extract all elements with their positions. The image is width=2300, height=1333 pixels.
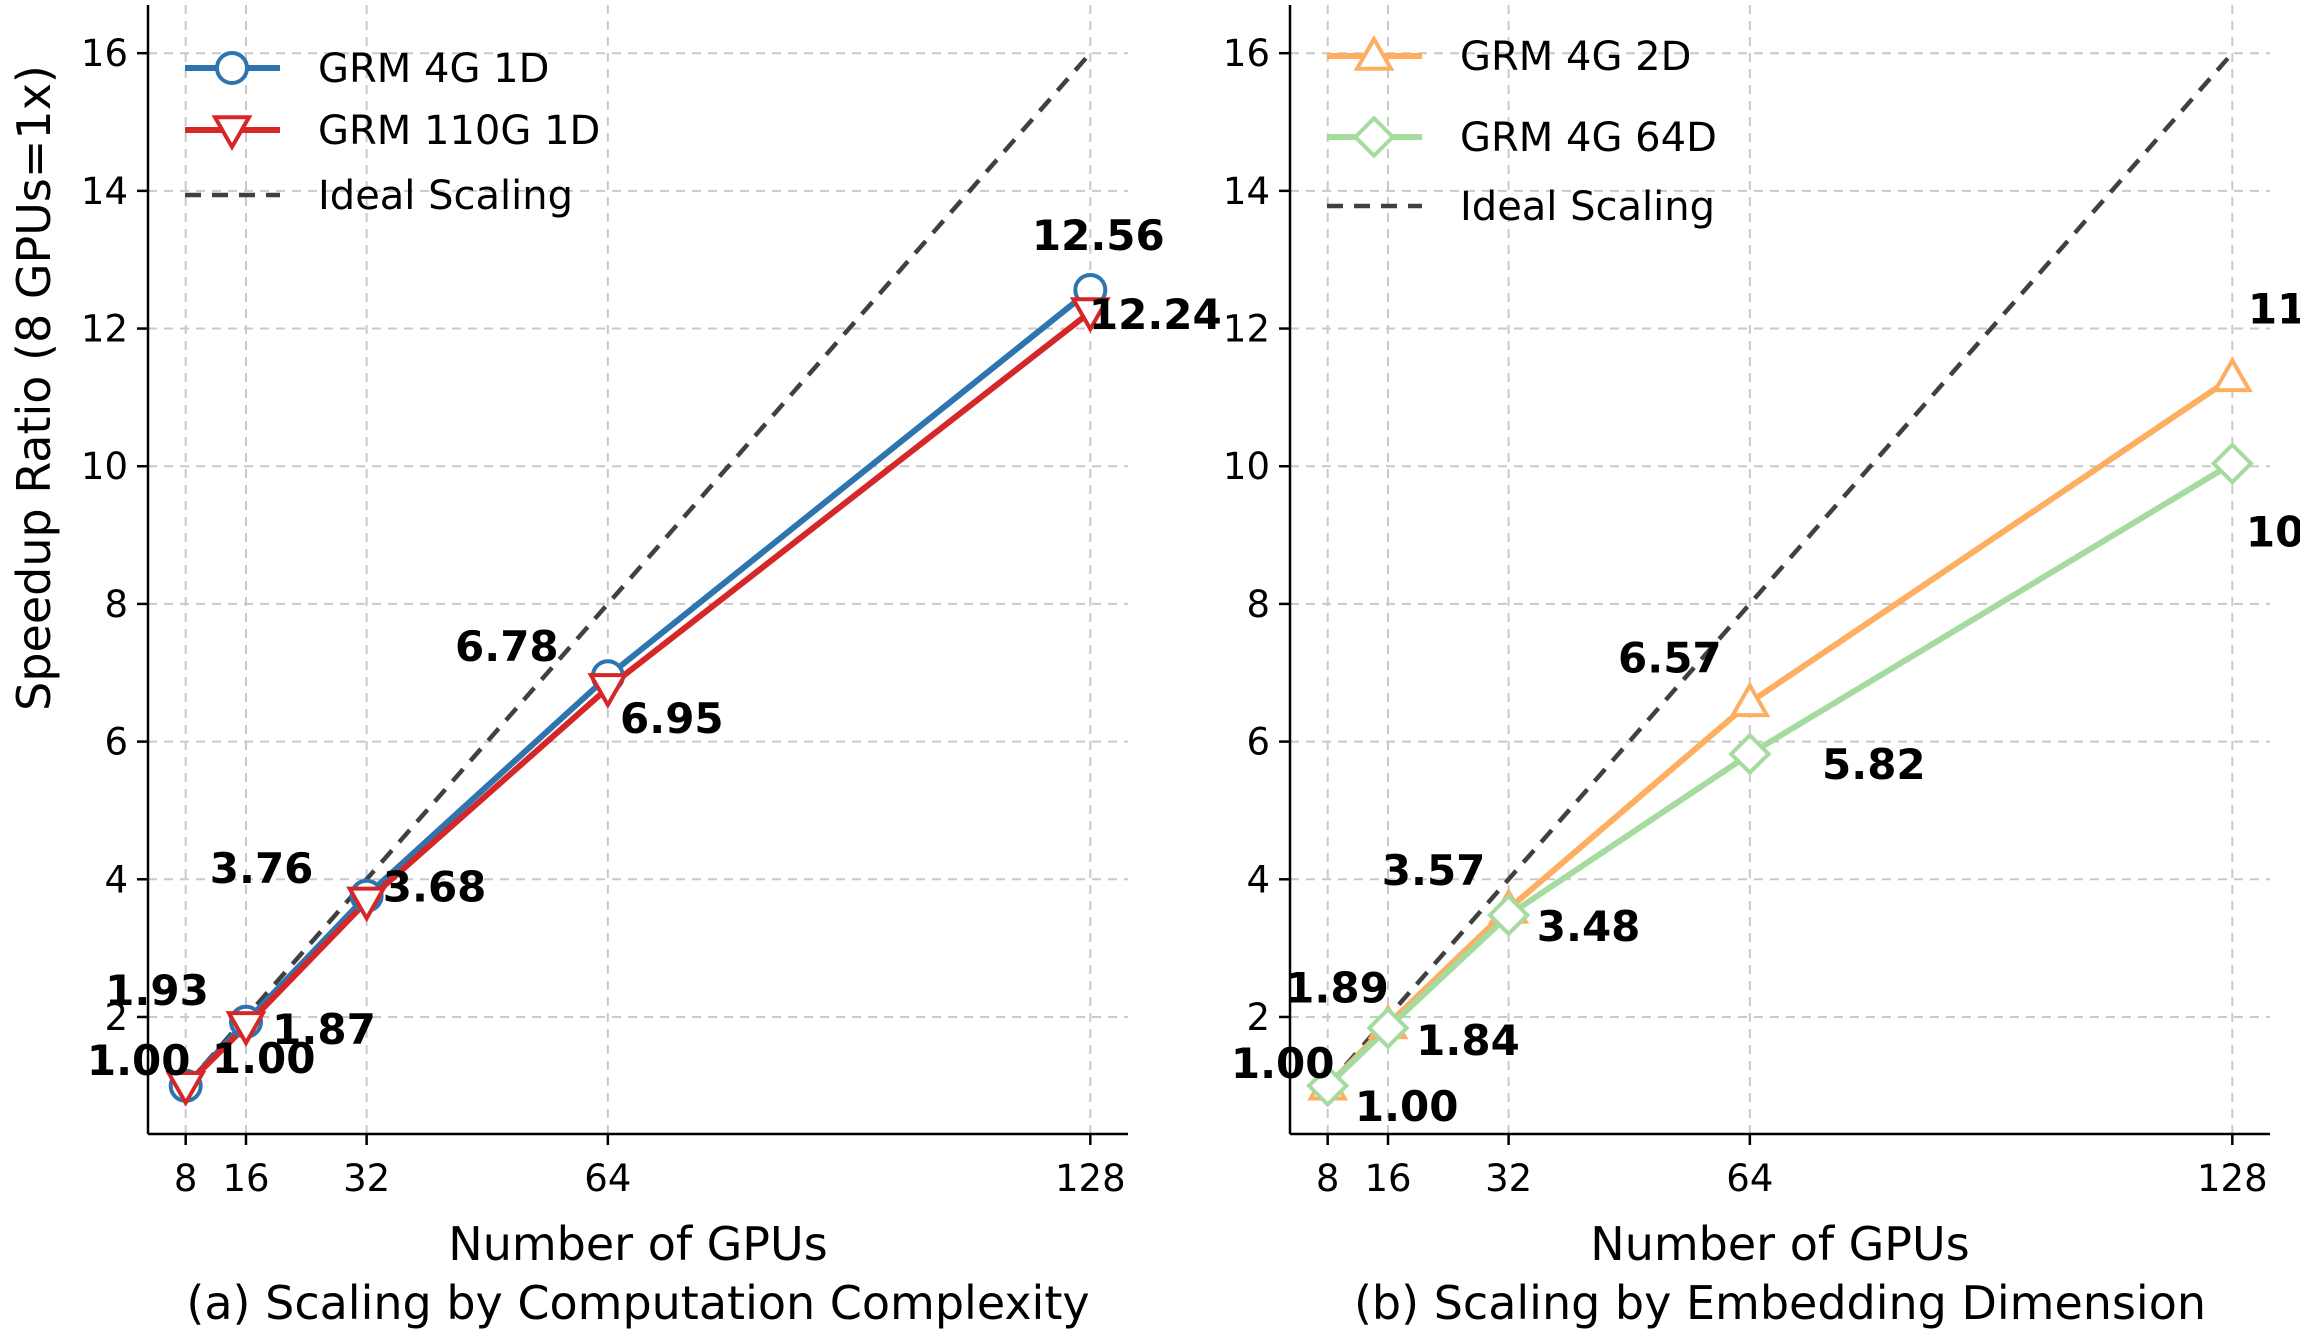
data-label: 1.84	[1416, 1016, 1520, 1065]
x-tick-label: 128	[1055, 1157, 1126, 1200]
data-point-marker	[1366, 1006, 1410, 1050]
chart-panel-b: 2 4 6 8 10 12 14 16 8 16 32 64 128 Number of GPUs(b) …	[1223, 5, 2300, 1330]
series-line-0	[183, 287, 1093, 1088]
x-tick-label: 32	[343, 1157, 390, 1200]
legend-marker	[215, 51, 249, 85]
y-tick-label: 14	[81, 170, 128, 213]
data-point-marker	[587, 673, 629, 709]
y-axis-title: Speedup Ratio (8 GPUs=1x)	[7, 65, 61, 711]
x-tick-label: 64	[1726, 1157, 1773, 1200]
y-tick-label: 16	[1223, 32, 1270, 75]
data-label: 1.87	[272, 1005, 376, 1054]
y-tick-label: 2	[1246, 996, 1270, 1039]
data-label: 3.76	[210, 844, 314, 893]
legend-label: GRM 4G 1D	[318, 46, 549, 92]
y-tick-label: 4	[1246, 858, 1270, 901]
legend-label: GRM 4G 64D	[1460, 115, 1717, 161]
y-tick-label: 6	[104, 721, 128, 764]
x-tick-label: 64	[584, 1157, 631, 1200]
data-point-marker	[1306, 1064, 1350, 1108]
data-label: 6.95	[620, 694, 724, 743]
y-tick-label: 8	[104, 583, 128, 626]
series-line-0	[1325, 374, 2234, 1088]
y-tick-label: 2	[104, 996, 128, 1039]
x-tick-label: 16	[1364, 1157, 1411, 1200]
data-label: 1.00	[212, 1034, 316, 1083]
x-tick-label: 8	[1316, 1157, 1340, 1200]
x-tick-label: 16	[222, 1157, 269, 1200]
data-label: 1.00	[1231, 1039, 1335, 1088]
x-tick-label: 32	[1485, 1157, 1532, 1200]
legend: GRM 4G 2D GRM 4G 64D Ideal Scaling	[1327, 34, 1717, 230]
data-label: 6.57	[1618, 633, 1722, 682]
data-label: 10.04	[2246, 507, 2300, 556]
x-tick-label: 8	[174, 1157, 198, 1200]
panel-caption: (a) Scaling by Computation Complexity	[186, 1276, 1089, 1330]
data-point-marker	[1487, 893, 1531, 937]
x-tick-label: 128	[2197, 1157, 2268, 1200]
y-tick-label: 10	[81, 445, 128, 488]
x-axis-title: Number of GPUs	[1590, 1217, 1969, 1271]
data-label: 12.24	[1089, 290, 1222, 339]
legend-marker	[1352, 115, 1396, 159]
data-point-marker	[346, 886, 388, 923]
y-tick-label: 8	[1246, 583, 1270, 626]
legend-label: Ideal Scaling	[1460, 184, 1715, 230]
legend-label: GRM 4G 2D	[1460, 34, 1691, 80]
data-label: 1.00	[87, 1036, 191, 1085]
data-label: 3.48	[1537, 902, 1641, 951]
data-point-marker	[2210, 441, 2254, 486]
data-label: 3.68	[383, 862, 487, 911]
data-point-marker	[1069, 297, 1111, 334]
data-point-marker	[2211, 356, 2253, 393]
data-label: 11.29	[2248, 284, 2300, 333]
data-point-marker	[1729, 681, 1771, 718]
chart-panel-a: 2 4 6 8 10 12 14 16 8 16 32 64 128 Number of GPUs(a) …	[7, 5, 1222, 1330]
data-label: 5.82	[1822, 740, 1926, 789]
y-tick-label: 10	[1223, 445, 1270, 488]
series-line-1	[1325, 460, 2234, 1088]
data-label: 1.00	[1355, 1082, 1459, 1131]
legend-label: Ideal Scaling	[318, 173, 573, 219]
legend-marker	[1353, 34, 1395, 71]
y-tick-label: 4	[104, 858, 128, 901]
y-tick-label: 16	[81, 32, 128, 75]
data-label: 1.93	[105, 966, 209, 1015]
data-label: 12.56	[1032, 211, 1165, 260]
y-tick-label: 12	[81, 308, 128, 351]
legend-label: GRM 110G 1D	[318, 108, 600, 154]
data-label: 3.57	[1382, 846, 1486, 895]
legend: GRM 4G 1D GRM 110G 1D Ideal Scaling	[185, 46, 600, 219]
panel-caption: (b) Scaling by Embedding Dimension	[1354, 1276, 2206, 1330]
data-point-marker	[165, 1071, 207, 1107]
data-label: 6.78	[455, 622, 559, 671]
legend-marker	[211, 115, 253, 152]
y-tick-label: 14	[1223, 170, 1270, 213]
data-point-marker	[1728, 732, 1772, 776]
series-line-ideal-scaling	[1325, 51, 2235, 1088]
y-tick-label: 6	[1246, 721, 1270, 764]
data-label: 1.89	[1285, 964, 1389, 1013]
x-axis-title: Number of GPUs	[448, 1217, 827, 1271]
y-tick-label: 12	[1223, 308, 1270, 351]
data-point-marker	[225, 1011, 267, 1047]
